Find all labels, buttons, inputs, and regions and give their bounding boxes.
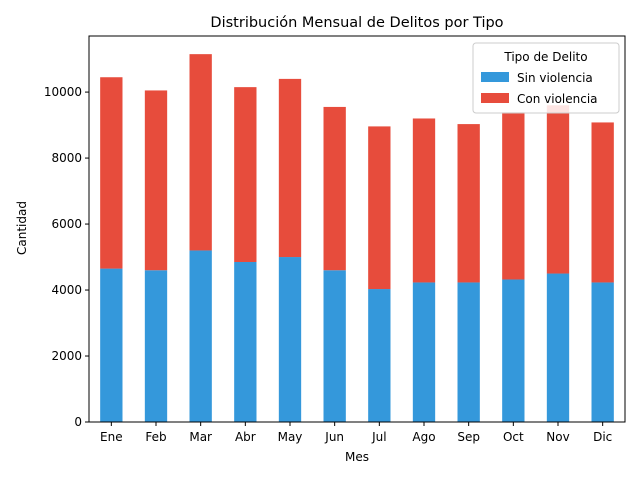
legend-entry-label: Con violencia xyxy=(517,92,598,106)
legend-title: Tipo de Delito xyxy=(503,50,587,64)
bar-segment-con-violencia xyxy=(546,105,570,274)
y-tick-label: 8000 xyxy=(51,151,82,165)
legend-swatch xyxy=(481,93,509,103)
bars-layer xyxy=(100,54,614,422)
x-tick-label: May xyxy=(278,430,303,444)
x-tick-label: Ene xyxy=(100,430,123,444)
x-tick-label: Sep xyxy=(457,430,480,444)
bar-segment-sin-violencia xyxy=(412,282,436,422)
bar-segment-con-violencia xyxy=(234,87,257,262)
bar-segment-sin-violencia xyxy=(323,270,346,422)
bar-segment-con-violencia xyxy=(502,112,525,280)
x-tick-label: Feb xyxy=(145,430,166,444)
bar-segment-con-violencia xyxy=(591,122,614,283)
bar-segment-con-violencia xyxy=(100,77,123,269)
bar-segment-sin-violencia xyxy=(144,270,168,422)
y-tick-label: 4000 xyxy=(51,283,82,297)
x-axis-label: Mes xyxy=(345,450,369,464)
x-tick-label: Jun xyxy=(324,430,344,444)
y-tick-label: 0 xyxy=(74,415,82,429)
bar-segment-sin-violencia xyxy=(546,273,570,422)
bar-segment-sin-violencia xyxy=(100,268,123,422)
bar-segment-con-violencia xyxy=(278,78,302,258)
bar-segment-sin-violencia xyxy=(457,282,480,422)
legend: Tipo de Delito Sin violencia Con violencia xyxy=(472,42,620,114)
bar-segment-con-violencia xyxy=(412,118,436,283)
bar-segment-con-violencia xyxy=(368,126,391,290)
y-axis-label: Cantidad xyxy=(15,201,29,255)
x-tick-label: Nov xyxy=(546,430,569,444)
bar-segment-sin-violencia xyxy=(368,289,391,422)
legend-swatch xyxy=(481,72,509,82)
bar-segment-con-violencia xyxy=(144,90,168,271)
y-tick-label: 2000 xyxy=(51,349,82,363)
legend-entry-label: Sin violencia xyxy=(517,71,593,85)
x-tick-label: Ago xyxy=(412,430,435,444)
bar-segment-sin-violencia xyxy=(502,279,525,422)
y-tick-label: 10000 xyxy=(44,85,82,99)
x-axis: Ene Feb Mar Abr May Jun Jul Ago Sep Oct Nov Dic xyxy=(100,422,612,444)
chart-title: Distribución Mensual de Delitos por Tipo xyxy=(210,15,503,31)
x-tick-label: Oct xyxy=(503,430,524,444)
y-axis: 0 2000 4000 6000 8000 10000 xyxy=(44,85,89,429)
bar-segment-sin-violencia xyxy=(189,250,212,422)
x-tick-label: Mar xyxy=(189,430,212,444)
bar-segment-con-violencia xyxy=(323,106,346,271)
bar-segment-sin-violencia xyxy=(234,261,257,422)
bar-segment-sin-violencia xyxy=(278,257,302,422)
x-tick-label: Jul xyxy=(371,430,386,444)
plot-frame xyxy=(88,35,626,423)
bar-segment-con-violencia xyxy=(189,54,212,251)
x-tick-label: Dic xyxy=(593,430,612,444)
bar-segment-con-violencia xyxy=(457,124,480,283)
y-tick-label: 6000 xyxy=(51,217,82,231)
legend-box xyxy=(472,42,620,114)
x-tick-label: Abr xyxy=(235,430,256,444)
bar-segment-sin-violencia xyxy=(591,282,614,422)
